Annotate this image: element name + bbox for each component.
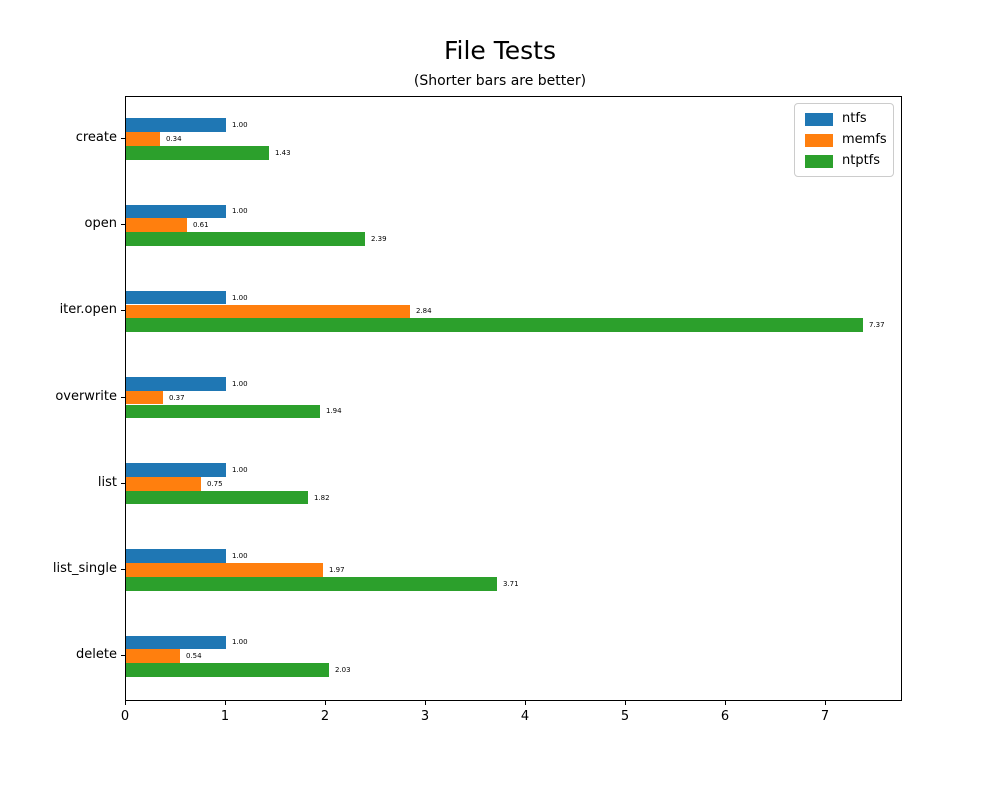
- bar-value-label: 1.00: [232, 293, 248, 302]
- y-tick-mark: [121, 224, 125, 226]
- bar-ntfs: [126, 635, 226, 650]
- bar-value-label: 0.34: [166, 135, 182, 143]
- bar-value-label: 0.37: [169, 393, 185, 402]
- bar-memfs: [126, 218, 187, 233]
- bar-value-label: 1.94: [326, 407, 342, 416]
- x-tick-label: 1: [220, 709, 230, 724]
- x-tick-mark: [325, 701, 326, 705]
- bar-ntptfs: [126, 404, 320, 419]
- bar-value-label: 0.75: [207, 479, 223, 488]
- y-tick-mark: [121, 138, 125, 139]
- x-tick-label: 2: [320, 709, 330, 724]
- chart-subtitle: (Shorter bars are better): [413, 73, 587, 89]
- y-category-label: delete: [76, 647, 117, 663]
- legend-label: memfs: [842, 132, 887, 147]
- legend-label: ntfs: [842, 111, 867, 126]
- y-category-label: open: [84, 216, 117, 232]
- bar-value-label: 1.00: [232, 552, 248, 561]
- legend: ntfs memfs ntptfs: [794, 103, 894, 177]
- bar-memfs: [126, 476, 201, 491]
- bar-value-label: 2.84: [416, 307, 432, 316]
- x-tick-label: 3: [420, 709, 430, 724]
- y-tick-mark: [121, 569, 125, 570]
- legend-label: ntptfs: [842, 153, 881, 168]
- y-tick-mark: [121, 655, 125, 657]
- bar-ntptfs: [126, 232, 365, 246]
- bar-memfs: [126, 132, 160, 146]
- x-tick-label: 4: [520, 709, 530, 724]
- x-tick-mark: [225, 701, 226, 705]
- x-tick-mark: [625, 701, 626, 705]
- bar-ntfs: [126, 549, 226, 564]
- y-category-label: list_single: [52, 561, 117, 576]
- bar-value-label: 3.71: [503, 579, 519, 588]
- bar-value-label: 0.54: [186, 652, 202, 661]
- legend-swatch-ntfs: [805, 112, 833, 126]
- plot-area: 1.00 0.34 1.43 1.00 0.61 2.39 1.00 2.84 7.37 1.00…: [125, 96, 902, 701]
- legend-item-ntptfs: ntptfs: [805, 154, 883, 168]
- bar-ntptfs: [126, 663, 329, 677]
- bar-ntfs: [126, 290, 226, 305]
- x-tick-mark: [825, 701, 826, 705]
- bar-memfs: [126, 649, 180, 664]
- chart-title: File Tests: [443, 36, 557, 65]
- bar-value-label: 1.00: [232, 638, 248, 647]
- legend-swatch-ntptfs: [805, 154, 833, 168]
- y-tick-mark: [121, 396, 125, 398]
- x-tick-label: 5: [620, 709, 630, 724]
- bar-ntfs: [126, 204, 226, 219]
- legend-item-ntfs: ntfs: [805, 112, 883, 126]
- bar-ntfs: [126, 118, 226, 133]
- x-tick-label: 6: [720, 709, 730, 724]
- x-tick-mark: [125, 701, 126, 705]
- bar-ntptfs: [126, 490, 308, 505]
- bar-value-label: 1.00: [232, 207, 248, 216]
- x-tick-mark: [425, 701, 426, 705]
- bar-value-label: 1.97: [329, 566, 345, 574]
- legend-swatch-memfs: [805, 133, 833, 147]
- y-category-label: overwrite: [55, 388, 117, 404]
- y-category-label: iter.open: [59, 302, 117, 318]
- x-tick-mark: [525, 701, 526, 705]
- y-tick-mark: [121, 482, 125, 484]
- x-tick-mark: [725, 701, 726, 705]
- bar-memfs: [126, 304, 410, 319]
- legend-item-memfs: memfs: [805, 133, 887, 147]
- bar-value-label: 2.03: [335, 666, 351, 674]
- bar-value-label: 1.00: [232, 121, 248, 130]
- bar-ntptfs: [126, 576, 497, 591]
- bar-value-label: 1.00: [232, 466, 248, 474]
- x-tick-label: 0: [120, 709, 130, 724]
- bar-value-label: 0.61: [193, 221, 209, 230]
- y-category-label: create: [75, 130, 117, 145]
- bar-ntfs: [126, 463, 226, 477]
- bar-value-label: 1.43: [275, 148, 291, 157]
- bar-ntptfs: [126, 318, 863, 333]
- bar-value-label: 1.82: [314, 493, 330, 502]
- bar-value-label: 1.00: [232, 379, 248, 388]
- y-category-label: list: [97, 474, 117, 490]
- bar-memfs: [126, 390, 163, 405]
- bar-value-label: 7.37: [869, 321, 885, 330]
- bar-ntptfs: [126, 145, 269, 160]
- bar-ntfs: [126, 376, 226, 391]
- x-tick-label: 7: [820, 709, 830, 724]
- y-tick-mark: [121, 310, 125, 312]
- bar-value-label: 2.39: [371, 235, 387, 243]
- bar-memfs: [126, 563, 323, 577]
